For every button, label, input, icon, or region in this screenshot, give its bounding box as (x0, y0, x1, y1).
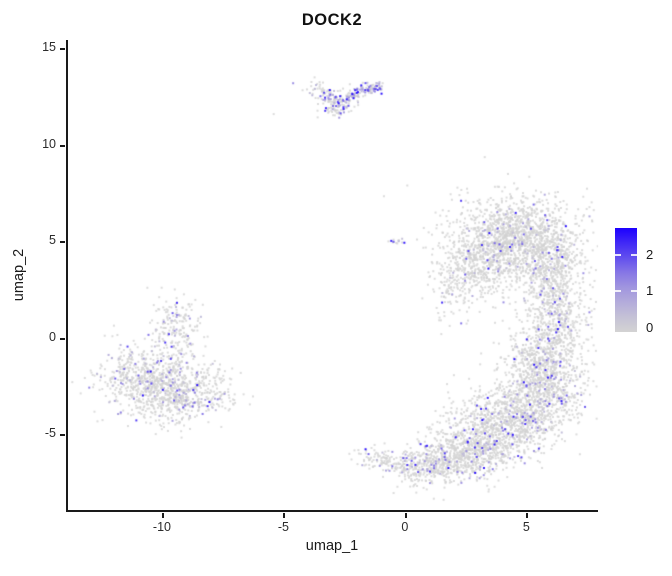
y-tick-label: 15 (42, 40, 56, 55)
y-tick-mark (60, 48, 65, 51)
plot-title: DOCK2 (301, 11, 363, 29)
colorbar-gradient (615, 228, 637, 332)
colorbar-legend: 2 1 0 (615, 228, 672, 338)
colorbar-tick-dash (631, 254, 637, 256)
y-tick-mark (60, 241, 65, 244)
y-tick-mark (60, 144, 65, 147)
x-tick-mark (161, 513, 164, 518)
x-tick-mark (404, 513, 407, 518)
plot-panel (66, 40, 598, 512)
colorbar-tick-label: 0 (646, 319, 654, 335)
y-axis-title: umap_2 (11, 248, 27, 302)
colorbar-tick-dash (631, 290, 637, 293)
x-tick-mark (526, 513, 529, 518)
x-tick-label: 5 (522, 520, 530, 534)
x-tick-label: 0 (401, 520, 409, 534)
y-tick-label: 10 (42, 136, 56, 151)
y-tick-mark (60, 434, 65, 437)
colorbar-tick-dash (615, 290, 621, 293)
colorbar-tick-label: 1 (646, 283, 654, 299)
x-tick-label: -10 (152, 520, 171, 534)
colorbar-tick-dash (615, 254, 621, 256)
y-tick-label: 0 (49, 329, 56, 344)
colorbar-tick-label: 2 (646, 247, 654, 262)
y-tick-label: 5 (49, 233, 56, 248)
y-tick-label: -5 (44, 426, 56, 441)
x-tick-label: -5 (277, 520, 289, 534)
x-axis-title: umap_1 (305, 538, 359, 554)
x-tick-mark (283, 513, 286, 518)
y-tick-mark (60, 337, 65, 340)
